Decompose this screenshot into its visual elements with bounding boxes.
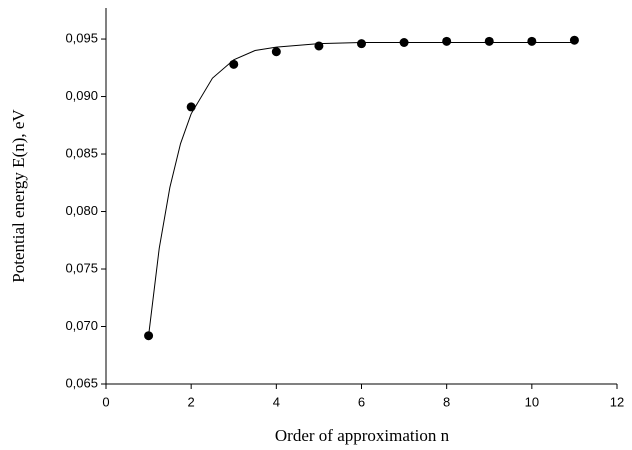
x-tick-label: 6 xyxy=(358,394,365,409)
y-tick-label: 0,095 xyxy=(65,30,98,45)
data-point xyxy=(271,47,281,57)
data-point xyxy=(527,36,537,46)
data-point xyxy=(484,36,494,46)
y-tick-label: 0,075 xyxy=(65,260,98,275)
data-point xyxy=(569,35,579,45)
y-tick-label: 0,090 xyxy=(65,88,98,103)
x-tick-label: 4 xyxy=(273,394,280,409)
y-tick-label: 0,080 xyxy=(65,203,98,218)
x-axis-title: Order of approximation n xyxy=(275,426,450,445)
data-point xyxy=(314,41,324,51)
x-tick-label: 8 xyxy=(443,394,450,409)
y-axis-title: Potential energy E(n), eV xyxy=(9,109,28,283)
data-point xyxy=(357,39,366,49)
x-tick-label: 2 xyxy=(188,394,195,409)
x-tick-label: 12 xyxy=(610,394,624,409)
data-point xyxy=(442,36,452,46)
data-point xyxy=(186,102,196,112)
x-tick-label: 10 xyxy=(525,394,539,409)
data-point xyxy=(229,59,239,69)
y-tick-label: 0,070 xyxy=(65,318,98,333)
y-tick-label: 0,085 xyxy=(65,145,98,160)
y-tick-label: 0,065 xyxy=(65,375,98,390)
fit-curve xyxy=(148,41,575,336)
x-tick-label: 0 xyxy=(102,394,109,409)
